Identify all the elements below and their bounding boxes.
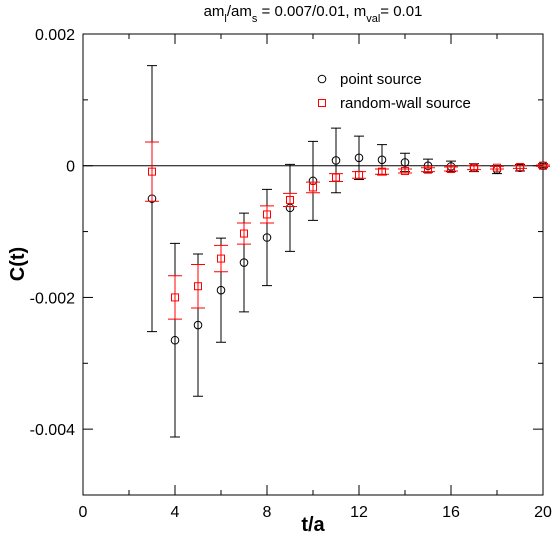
data-point [400, 158, 410, 167]
error-bar [285, 163, 295, 252]
legend-box [300, 62, 532, 118]
data-point [354, 153, 364, 163]
error-bar [308, 140, 318, 221]
error-bar [421, 167, 435, 173]
x-tick-label: 8 [263, 504, 272, 521]
data-point [263, 210, 271, 219]
data-point [332, 173, 340, 182]
y-tick-label: -0.004 [30, 422, 75, 439]
legend-label: random-wall source [340, 95, 471, 112]
data-point [401, 166, 409, 175]
data-point [493, 163, 501, 172]
data-point [470, 163, 478, 172]
legend-marker [318, 99, 326, 107]
error-bar [283, 192, 297, 208]
data-point [331, 156, 341, 165]
data-point [539, 161, 547, 170]
data-point [171, 293, 179, 302]
x-axis-label: t/a [301, 514, 325, 536]
error-bar [467, 165, 481, 171]
y-tick-label: -0.002 [30, 290, 75, 307]
error-bar [536, 164, 550, 167]
x-tick-label: 16 [442, 504, 460, 521]
error-bar [168, 275, 182, 320]
data-point [262, 233, 272, 242]
data-point [170, 335, 180, 345]
x-tick-label: 0 [79, 504, 88, 521]
data-point [447, 165, 455, 174]
data-point [216, 285, 226, 295]
error-bar [237, 222, 251, 245]
title-part: s [252, 13, 258, 25]
data-point [378, 167, 386, 176]
error-bar [260, 205, 274, 224]
error-bar [145, 141, 159, 202]
title-part: /am [227, 3, 252, 20]
data-point [217, 254, 225, 263]
x-tick-label: 20 [534, 504, 552, 521]
data-point [148, 167, 156, 176]
legend-marker [317, 74, 327, 84]
data-point [424, 165, 432, 174]
y-axis-label: C(t) [7, 247, 29, 281]
title-part: val [366, 13, 380, 25]
x-tick-label: 12 [350, 504, 368, 521]
y-tick-label: 0.002 [35, 27, 75, 44]
legend-label: point source [340, 71, 422, 88]
data-point [239, 258, 249, 267]
error-bar [375, 168, 389, 175]
data-point [240, 229, 248, 238]
data-point [516, 163, 524, 172]
chart-title: aml/ams = 0.007/0.01, mval= 0.01 [204, 3, 423, 25]
data-point [377, 155, 387, 165]
error-bar [444, 166, 458, 172]
title-part: = 0.01 [380, 3, 422, 20]
y-tick-label: 0 [66, 159, 75, 176]
data-point [193, 320, 203, 330]
title-part: l [224, 13, 226, 25]
data-point [194, 282, 202, 291]
error-bar [214, 244, 228, 273]
title-part: am [204, 3, 225, 20]
data-point [286, 195, 294, 204]
error-bar [398, 168, 412, 174]
title-part: = 0.007/0.01, m [257, 3, 366, 20]
error-bar [513, 165, 527, 169]
error-bar [490, 165, 504, 170]
error-bar [191, 264, 205, 309]
data-point [355, 170, 363, 179]
error-bar [352, 171, 366, 179]
error-bar [329, 173, 343, 183]
data-point [309, 183, 317, 192]
x-tick-label: 4 [171, 504, 180, 521]
